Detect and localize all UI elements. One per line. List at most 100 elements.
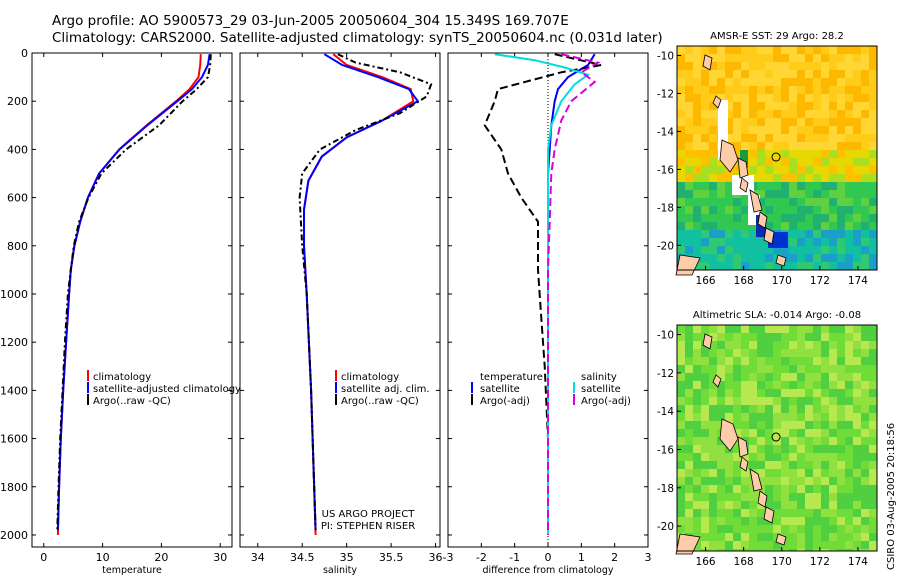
temperature-legend-label: climatology (93, 372, 151, 383)
salinity-legend-label: climatology (341, 372, 399, 383)
sla_map-island (757, 490, 768, 508)
salinity-xtick-label: 34 (251, 551, 265, 564)
difference-xtick-label: 2 (611, 551, 618, 564)
difference-series-4 (547, 53, 601, 535)
difference-xtick-label: 0 (545, 551, 552, 564)
sst_map-island (719, 139, 739, 173)
sla_map-island (737, 436, 749, 458)
sst_map-argo-marker (771, 152, 781, 162)
sst-anomaly-patch (740, 150, 748, 168)
salinity-xtick-label: 35 (340, 551, 354, 564)
sla_map-island (702, 333, 713, 350)
figure-title-line2: Climatology: CARS2000. Satellite-adjuste… (52, 30, 663, 46)
salinity-legend-label: satellite adj. clim. (341, 384, 430, 395)
temperature-series-2 (56, 54, 211, 531)
temperature-xtick-label: 10 (96, 551, 110, 564)
temperature-xtick-label: 20 (154, 551, 168, 564)
salinity-legend-label: Argo(..raw -QC) (341, 396, 419, 407)
credit-label: CSIRO 03-Aug-2005 20:18:56 (886, 422, 897, 570)
depth-tick-label: 1200 (0, 336, 28, 349)
sla_map-ytick-label: -18 (657, 483, 674, 495)
difference-xtick-label: -3 (443, 551, 454, 564)
sla_map-argo-marker (771, 432, 781, 442)
temperature-axes-frame (31, 52, 233, 548)
sst_map-title: AMSR-E SST: 29 Argo: 28.2 (710, 31, 844, 42)
sla_map-ytick-label: -10 (657, 330, 674, 342)
sst_map-xtick-label: 168 (734, 275, 754, 287)
temperature-xtick-label: 30 (213, 551, 227, 564)
sst_map-island (749, 189, 763, 213)
sla_map-xtick-label: 166 (696, 556, 716, 568)
sst_map-island (675, 254, 701, 276)
temperature-legend-label: satellite-adjusted climatology (93, 384, 241, 395)
sst_map-ytick-label: -18 (657, 202, 674, 214)
salinity-xtick-label: 34.5 (290, 551, 315, 564)
diff-legend-sal-label: Argo(-adj) (581, 396, 631, 407)
depth-tick-label: 2000 (0, 529, 28, 542)
salinity-series-3 (298, 53, 433, 531)
sst_map-island (737, 157, 749, 179)
temperature-xtick-label: 0 (40, 551, 47, 564)
sst-anomaly-patch (718, 100, 728, 160)
depth-tick-label: 1000 (0, 288, 28, 301)
sla_map-island (775, 533, 787, 546)
depth-tick-label: 200 (7, 95, 28, 108)
salinity-xlabel: salinity (323, 565, 357, 576)
sla_map-island (712, 374, 722, 388)
sla_map-xtick-label: 172 (810, 556, 830, 568)
depth-tick-label: 400 (7, 143, 28, 156)
salinity-xtick-label: 35.5 (379, 551, 404, 564)
sla_map-xtick-label: 168 (734, 556, 754, 568)
sst_map-field (675, 46, 877, 276)
depth-tick-label: 800 (7, 240, 28, 253)
sla_map-ytick-label: -20 (657, 521, 674, 533)
project-annotation: PI: STEPHEN RISER (321, 521, 415, 532)
sla_map-island (749, 468, 763, 492)
sst_map-xtick-label: 172 (810, 275, 830, 287)
depth-tick-label: 0 (21, 47, 28, 60)
salinity-xtick-label: 36 (429, 551, 443, 564)
sst_map-island (739, 177, 749, 193)
project-annotation: US ARGO PROJECT (322, 509, 416, 520)
sla_map-frame (676, 324, 878, 552)
sla_map-field (675, 325, 877, 555)
diff-legend-sal-label: satellite (581, 384, 621, 395)
sst_map-ytick-label: -12 (657, 88, 674, 100)
salinity-axes-frame (239, 52, 441, 548)
difference-xtick-label: 1 (578, 551, 585, 564)
sla_map-xtick-label: 174 (848, 556, 868, 568)
sst_map-island (763, 227, 775, 245)
diff-legend-temp-label: Argo(-adj) (480, 396, 530, 407)
sst_map-island (757, 211, 768, 229)
difference-series-3 (494, 53, 591, 535)
sst_map-xtick-label: 170 (772, 275, 792, 287)
sst_map-ytick-label: -10 (657, 50, 674, 62)
diff-legend-temperature-title: temperature (480, 372, 543, 383)
difference-xtick-label: -1 (509, 551, 520, 564)
sla_map-island (719, 418, 739, 452)
depth-tick-label: 600 (7, 192, 28, 205)
sla_map-title: Altimetric SLA: -0.014 Argo: -0.08 (693, 310, 861, 321)
sla_map-island (763, 506, 775, 524)
sst_map-ytick-label: -20 (657, 240, 674, 252)
sst_map-ytick-label: -16 (657, 164, 674, 176)
depth-tick-label: 1400 (0, 384, 28, 397)
sla_map-ytick-label: -14 (657, 406, 674, 418)
difference-xtick-label: -2 (476, 551, 487, 564)
sla_map-ytick-label: -16 (657, 444, 674, 456)
sst_map-xtick-label: 166 (696, 275, 716, 287)
sla_map-ytick-label: -12 (657, 368, 674, 380)
temperature-xlabel: temperature (102, 565, 162, 576)
depth-tick-label: 1800 (0, 481, 28, 494)
difference-xlabel: difference from climatology (482, 565, 613, 576)
sst_map-xtick-label: 174 (848, 275, 868, 287)
difference-xtick-label: 3 (645, 551, 652, 564)
difference-series-2 (483, 53, 602, 531)
figure-title-line1: Argo profile: AO 5900573_29 03-Jun-2005 … (52, 13, 569, 29)
depth-tick-label: 1600 (0, 433, 28, 446)
sst_map-island (702, 54, 713, 71)
sst_map-island (775, 254, 787, 267)
diff-legend-salinity-title: salinity (581, 372, 617, 383)
sla_map-island (739, 456, 749, 472)
